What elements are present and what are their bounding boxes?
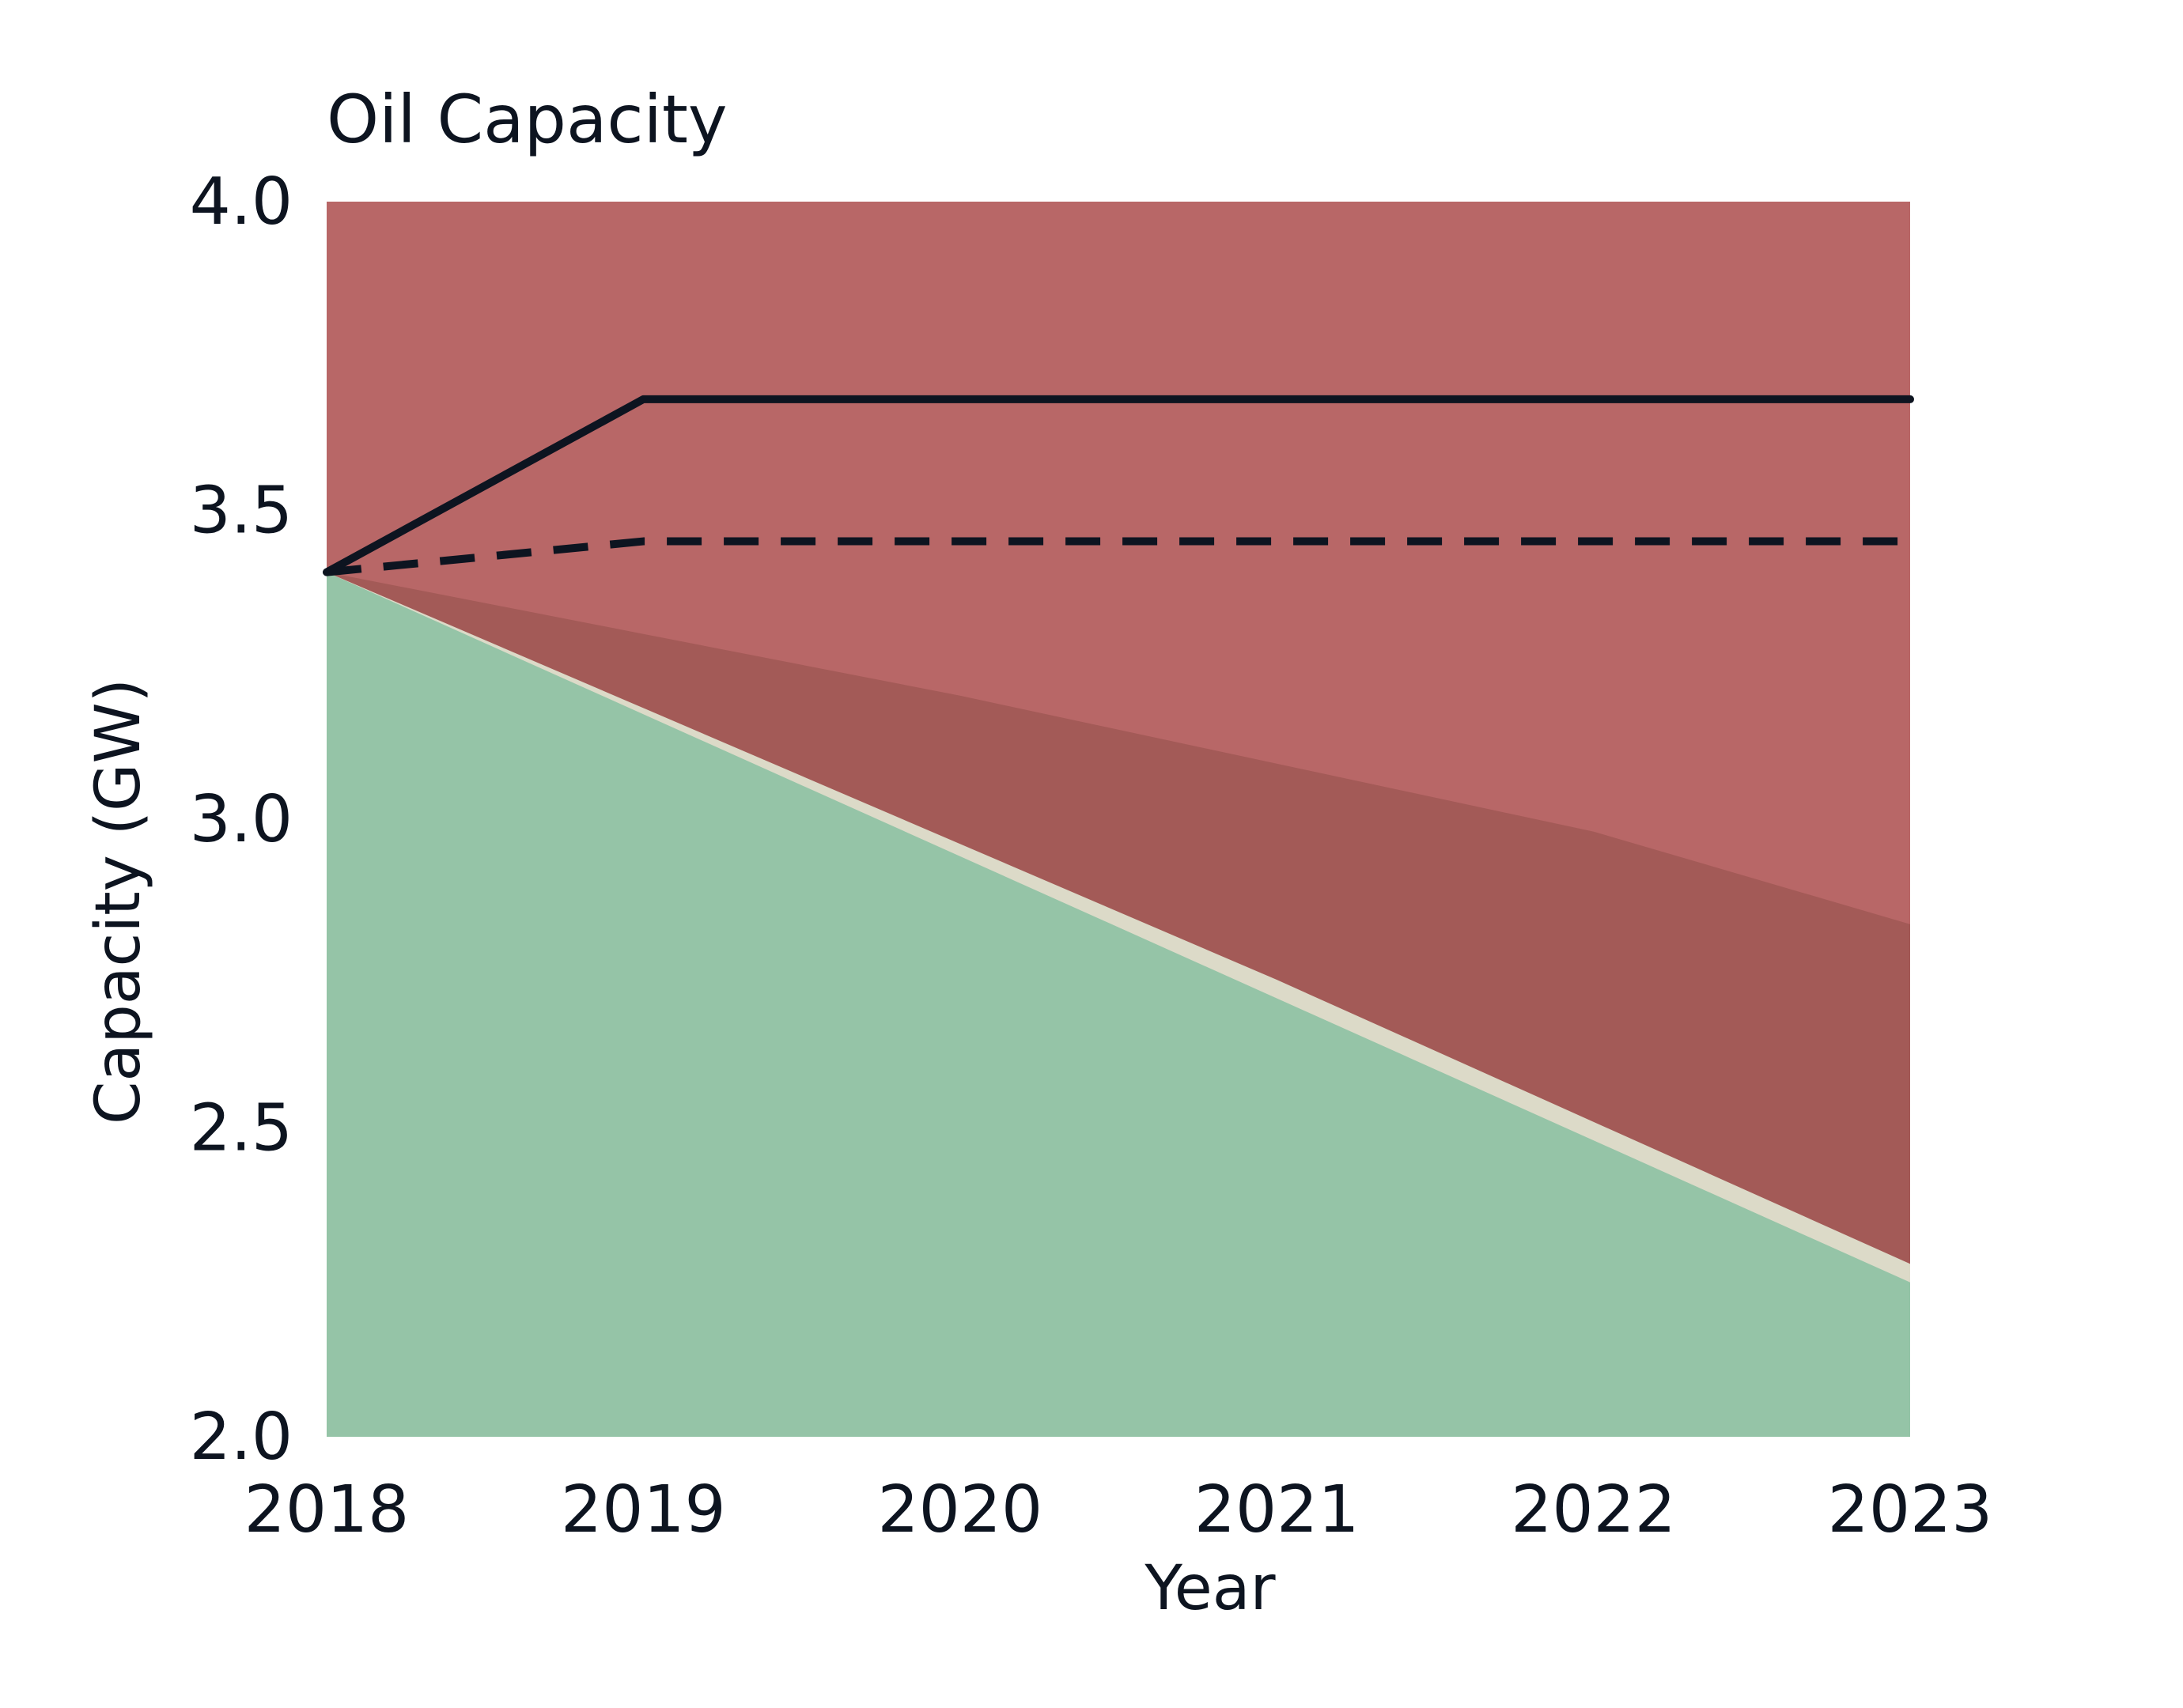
x-tick-label: 2022 [1511, 1472, 1676, 1547]
dashed-line [326, 537, 1910, 576]
x-tick-label: 2019 [561, 1472, 726, 1547]
y-axis-label: Capacity (GW) [83, 678, 154, 1124]
y-tick-label: 3.0 [190, 782, 293, 857]
area-band-1 [327, 572, 1910, 1437]
y-tick-label: 2.0 [190, 1400, 293, 1475]
line-layer [323, 395, 1914, 576]
x-tick-label: 2020 [877, 1472, 1042, 1547]
y-axis-ticks: 2.0 2.5 3.0 3.5 4.0 [190, 164, 293, 1475]
x-axis-ticks: 2018 2019 2020 2021 2022 2023 [244, 1472, 1993, 1547]
x-tick-label: 2023 [1828, 1472, 1993, 1547]
solid-line [323, 395, 1914, 576]
chart-title: Oil Capacity [327, 81, 728, 158]
x-tick-label: 2018 [244, 1472, 410, 1547]
y-tick-label: 2.5 [190, 1091, 293, 1166]
x-axis-label: Year [1144, 1553, 1276, 1624]
y-tick-label: 4.0 [190, 164, 293, 240]
y-tick-label: 3.5 [190, 474, 293, 549]
area-layer [327, 202, 1910, 1437]
x-tick-label: 2021 [1194, 1472, 1360, 1547]
